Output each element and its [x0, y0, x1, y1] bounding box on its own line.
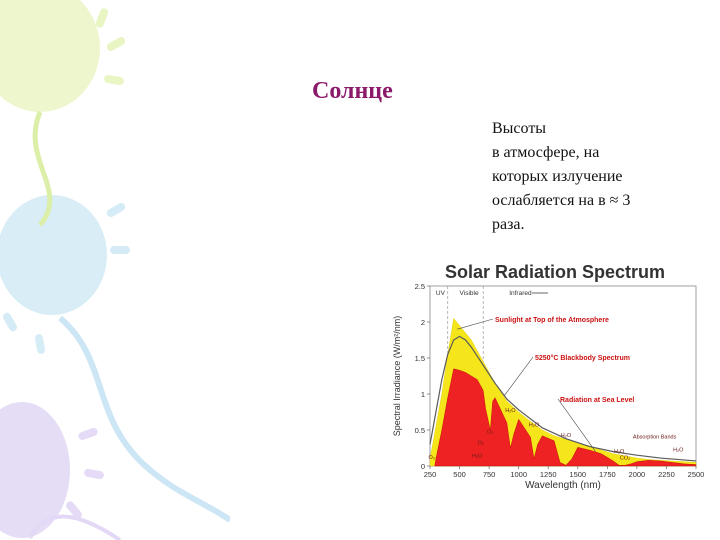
x-tick-label: 1250: [540, 470, 557, 479]
callout-leader: [504, 356, 534, 396]
absorption-label: O₂: [487, 430, 493, 436]
series-area-sea-level: [434, 368, 697, 467]
x-tick-label: 1500: [569, 470, 586, 479]
y-tick-label: 2: [421, 318, 425, 327]
x-tick-label: 2250: [658, 470, 675, 479]
callout-leader: [557, 398, 596, 452]
y-axis-label: Spectral Irradiance (W/m²/nm): [392, 316, 402, 437]
y-tick-label: 1.5: [415, 354, 425, 363]
band-label: Visible: [460, 290, 479, 297]
absorption-label: Absorption Bands: [633, 435, 677, 441]
callout-leader: [457, 318, 494, 330]
x-axis-label: Wavelength (nm): [525, 480, 601, 491]
y-tick-label: 1: [421, 390, 425, 399]
caption-line: раза.: [492, 216, 525, 233]
absorption-label: H₂O: [505, 408, 516, 414]
x-tick-label: 1750: [599, 470, 616, 479]
x-tick-label: 500: [453, 470, 466, 479]
y-tick-label: 2.5: [415, 282, 425, 291]
absorption-label: O₃: [429, 455, 436, 461]
absorption-label: CO₂: [620, 456, 630, 462]
chart-title: Solar Radiation Spectrum: [445, 262, 665, 282]
absorption-label: H₂O: [529, 422, 540, 428]
caption-line: в атмосфере, на: [492, 144, 600, 161]
x-tick-label: 2000: [629, 470, 646, 479]
band-label: Infrared: [509, 290, 532, 297]
y-tick-label: 0.5: [415, 426, 425, 435]
absorption-label: H₂O: [561, 433, 572, 439]
band-label: UV: [436, 290, 446, 297]
series-label: 5250°C Blackbody Spectrum: [535, 354, 630, 362]
caption-line: которых излучение: [492, 168, 623, 185]
absorption-label: H₂O: [673, 448, 684, 454]
x-tick-label: 1000: [510, 470, 527, 479]
x-tick-label: 250: [424, 470, 437, 479]
x-tick-label: 750: [483, 470, 496, 479]
series-label: Sunlight at Top of the Atmosphere: [495, 317, 609, 324]
solar-spectrum-chart: Solar Radiation Spectrum Spectral Irradi…: [390, 258, 710, 498]
caption-line: ослабляется на в ≈ 3: [492, 192, 631, 209]
series-label: Radiation at Sea Level: [560, 397, 634, 404]
series-line-blackbody: [429, 335, 697, 462]
y-tick-label: 0: [421, 462, 425, 471]
absorption-label: H₂O: [614, 449, 625, 455]
caption-line: Высоты: [492, 120, 547, 137]
balloon-decoration: [0, 0, 230, 540]
caption: Высоты в атмосфере, на которых излучение…: [492, 117, 692, 237]
x-tick-label: 2500: [688, 470, 705, 479]
absorption-label: H₂O: [472, 453, 483, 459]
slide-title: Солнце: [312, 78, 393, 104]
absorption-label: O₂: [478, 440, 484, 446]
